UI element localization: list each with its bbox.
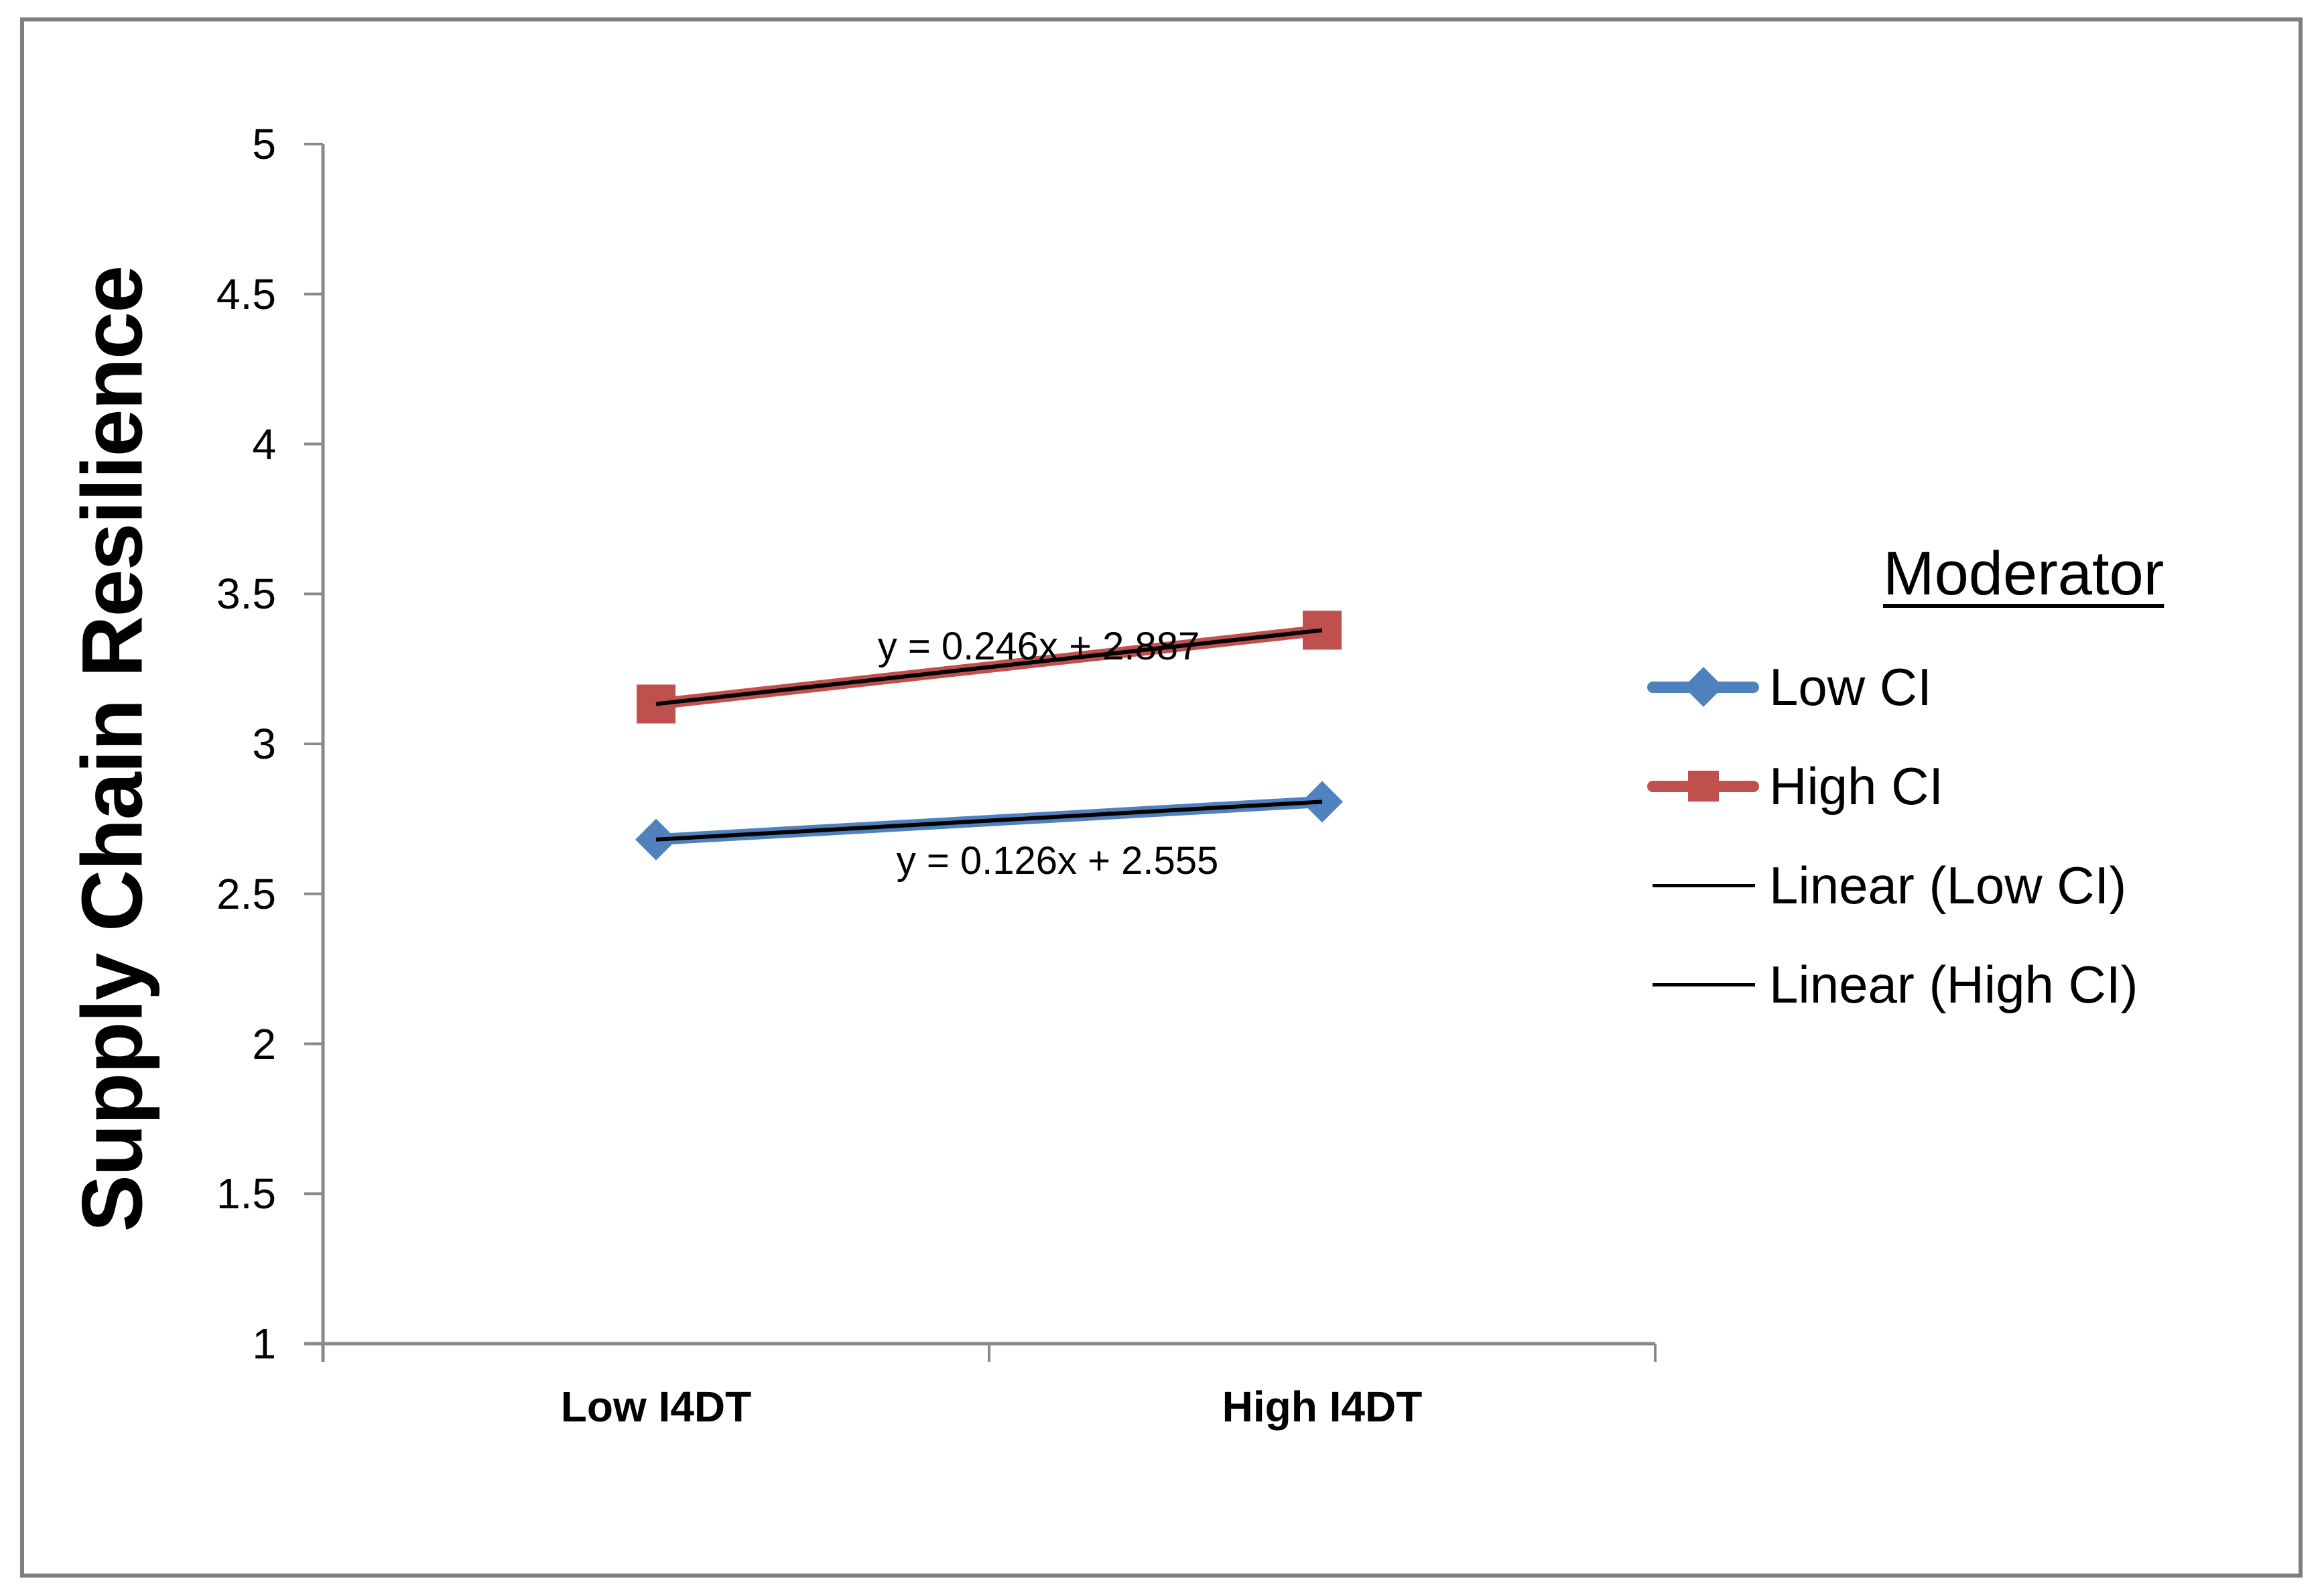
chart-frame-border xyxy=(20,17,2303,1578)
y-tick-label-1-5: 1.5 xyxy=(216,1169,276,1218)
y-tick-label-4: 4 xyxy=(252,420,276,468)
legend-item-linear-low-ci-: Linear (Low CI) xyxy=(1647,836,2290,935)
legend-label-high-ci: High CI xyxy=(1769,757,1944,816)
y-tick-label-2-5: 2.5 xyxy=(216,869,276,918)
legend-label-linear-high-ci-: Linear (High CI) xyxy=(1769,955,2138,1014)
trendline-high-ci xyxy=(655,628,1323,706)
legend-line-diamond-swatch xyxy=(1647,660,1759,714)
legend-thin-line-swatch xyxy=(1647,858,1759,912)
thin-line-glyph xyxy=(1653,883,1755,887)
trendline-low-ci xyxy=(655,800,1323,842)
legend-title: Moderator xyxy=(1883,539,2165,608)
legend-items: Low CI High CI Linear (Low CI) Linear (High… xyxy=(1647,637,2290,1034)
legend-item-high-ci: High CI xyxy=(1647,737,2290,836)
legend-label-low-ci: Low CI xyxy=(1769,657,1932,716)
trendline-equation-low-ci: y = 0.126x + 2.555 xyxy=(896,839,1219,883)
square-marker-icon xyxy=(1687,771,1719,802)
trendline-equation-high-ci: y = 0.246x + 2.887 xyxy=(877,625,1200,668)
y-tick-label-4-5: 4.5 xyxy=(216,269,276,318)
y-tick-label-1: 1 xyxy=(252,1320,276,1368)
legend-label-linear-low-ci-: Linear (Low CI) xyxy=(1769,856,2127,915)
y-tick-label-3: 3 xyxy=(252,720,276,768)
legend-item-linear-high-ci-: Linear (High CI) xyxy=(1647,935,2290,1034)
y-tick-label-2: 2 xyxy=(252,1019,276,1068)
y-tick-label-5: 5 xyxy=(252,120,276,168)
y-tick-label-3-5: 3.5 xyxy=(216,570,276,619)
thin-line-glyph xyxy=(1653,982,1755,986)
legend-line-square-swatch xyxy=(1647,759,1759,813)
legend-item-low-ci: Low CI xyxy=(1647,637,2290,737)
legend-thin-line-swatch xyxy=(1647,958,1759,1011)
x-axis-label-high-i4dt: High I4DT xyxy=(1222,1383,1423,1431)
diamond-marker-icon xyxy=(1683,667,1724,707)
x-axis-label-low-i4dt: Low I4DT xyxy=(560,1383,752,1431)
